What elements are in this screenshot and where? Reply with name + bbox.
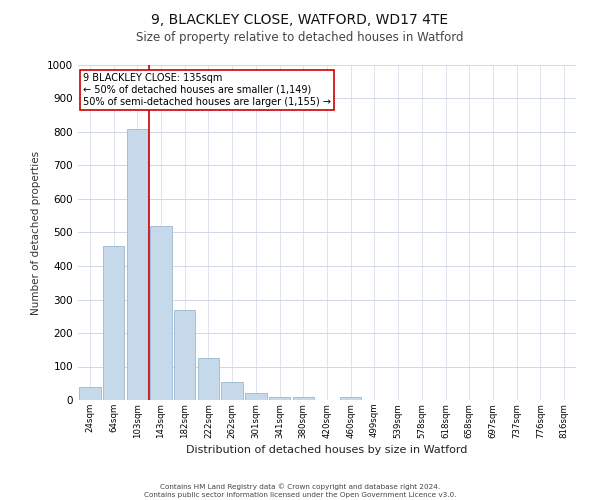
Text: Contains HM Land Registry data © Crown copyright and database right 2024.
Contai: Contains HM Land Registry data © Crown c… xyxy=(144,484,456,498)
Bar xyxy=(269,396,290,400)
Bar xyxy=(103,246,124,400)
Text: 9, BLACKLEY CLOSE, WATFORD, WD17 4TE: 9, BLACKLEY CLOSE, WATFORD, WD17 4TE xyxy=(151,12,449,26)
Bar xyxy=(127,128,148,400)
X-axis label: Distribution of detached houses by size in Watford: Distribution of detached houses by size … xyxy=(187,444,467,454)
Bar xyxy=(198,358,219,400)
Bar xyxy=(340,396,361,400)
Bar xyxy=(293,396,314,400)
Bar xyxy=(221,382,243,400)
Text: 9 BLACKLEY CLOSE: 135sqm
← 50% of detached houses are smaller (1,149)
50% of sem: 9 BLACKLEY CLOSE: 135sqm ← 50% of detach… xyxy=(83,74,331,106)
Bar xyxy=(151,226,172,400)
Text: Size of property relative to detached houses in Watford: Size of property relative to detached ho… xyxy=(136,31,464,44)
Bar xyxy=(79,386,101,400)
Bar xyxy=(174,310,196,400)
Y-axis label: Number of detached properties: Number of detached properties xyxy=(31,150,41,314)
Bar xyxy=(245,394,266,400)
